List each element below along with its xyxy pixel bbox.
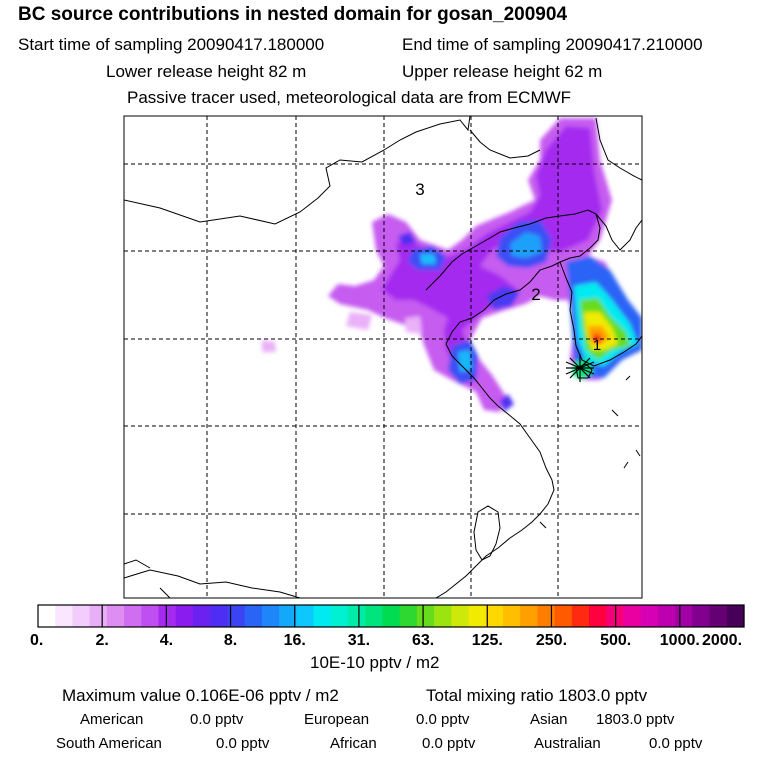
core-f <box>500 394 514 412</box>
colorbar-ticks: 0. 2. 4. 8. 16. 31. 63. 125. 250. 500. 1000. 2000. <box>30 632 742 649</box>
colorbar-segment <box>571 605 590 627</box>
max-value: Maximum value 0.106E-06 pptv / m2 <box>62 686 339 705</box>
colorbar-segment <box>451 605 470 627</box>
colorbar-segment <box>726 605 745 627</box>
colorbar-segment <box>89 605 108 627</box>
colorbar-segment <box>589 605 607 627</box>
colorbar-segment <box>365 605 383 627</box>
colorbar-segment <box>192 605 211 627</box>
plume-inner <box>382 126 602 384</box>
colorbar-segment <box>692 605 711 627</box>
colorbar-segment <box>210 605 229 627</box>
colorbar-segment <box>675 605 693 627</box>
asian-value: 1803.0 pptv <box>596 711 675 728</box>
colorbar-tick-label: 0. <box>30 632 43 649</box>
south-american-value: 0.0 pptv <box>216 735 270 752</box>
european-label: European <box>304 711 370 728</box>
colorbar-tick-label: 250. <box>536 632 567 649</box>
colorbar-segment <box>330 605 349 627</box>
american-label: American <box>80 711 144 728</box>
colorbar-segment <box>520 605 538 627</box>
colorbar-unit: 10E-10 pptv / m2 <box>310 653 440 672</box>
colorbar-segment <box>175 605 194 627</box>
core-d-in <box>458 350 472 372</box>
australian-label: Australian <box>534 735 601 752</box>
colorbar-segment <box>124 605 142 627</box>
colorbar-segment <box>554 605 573 627</box>
american-value: 0.0 pptv <box>190 711 244 728</box>
core-c <box>398 232 416 246</box>
map-label-1: 1 <box>593 337 601 354</box>
colorbar-segment <box>399 605 418 627</box>
upper-release-label: Upper release height 62 m <box>402 62 603 81</box>
african-value: 0.0 pptv <box>422 735 476 752</box>
colorbar-tick-label: 8. <box>224 632 237 649</box>
european-value: 0.0 pptv <box>416 711 470 728</box>
total-mixing-ratio: Total mixing ratio 1803.0 pptv <box>426 686 648 705</box>
colorbar-tick-label: 4. <box>160 632 173 649</box>
colorbar-segment <box>468 605 487 627</box>
colorbar-segment <box>657 605 676 627</box>
colorbar-segment <box>382 605 401 627</box>
colorbar-segment <box>158 605 177 627</box>
map-label-2: 2 <box>531 285 540 304</box>
lower-release-label: Lower release height 82 m <box>106 62 307 81</box>
colorbar-segment <box>72 605 91 627</box>
colorbar-tick-label: 2. <box>96 632 109 649</box>
colorbar-segment <box>55 605 74 627</box>
colorbar-segment <box>640 605 659 627</box>
south-american-label: South American <box>56 735 162 752</box>
colorbar-tick-label: 16. <box>284 632 306 649</box>
australian-value: 0.0 pptv <box>649 735 703 752</box>
colorbar-segment <box>502 605 521 627</box>
chart-title: BC source contributions in nested domain… <box>18 4 568 25</box>
colorbar-tick-label: 31. <box>348 632 370 649</box>
asian-label: Asian <box>530 711 568 728</box>
colorbar-segment <box>296 605 315 627</box>
map-gridlines <box>124 116 642 598</box>
coastlines <box>124 116 642 598</box>
core-b-in <box>420 254 436 264</box>
colorbar-frame <box>37 604 745 628</box>
colorbar-tick-label: 63. <box>412 632 434 649</box>
african-label: African <box>330 735 377 752</box>
colorbar-segment <box>485 605 504 627</box>
colorbar-segment <box>244 605 263 627</box>
colorbar-segment <box>623 605 642 627</box>
start-time-label: Start time of sampling 20090417.180000 <box>18 35 325 54</box>
colorbar-segment <box>313 605 332 627</box>
colorbar-tick-label: 125. <box>472 632 503 649</box>
colorbar-segment <box>434 605 452 627</box>
colorbar <box>38 605 745 627</box>
map-frame <box>123 115 643 599</box>
colorbar-segment <box>141 605 160 627</box>
colorbar-dividers <box>101 605 681 627</box>
colorbar-tick-label: 500. <box>600 632 631 649</box>
colorbar-segment <box>38 605 56 627</box>
colorbar-tick-label: 1000. <box>660 632 700 649</box>
colorbar-segment <box>416 605 435 627</box>
colorbar-segment <box>347 605 366 627</box>
colorbar-segment <box>279 605 297 627</box>
colorbar-segment <box>227 605 246 627</box>
colorbar-segment <box>709 605 728 627</box>
colorbar-segment <box>261 605 280 627</box>
colorbar-segment <box>537 605 556 627</box>
tracer-note: Passive tracer used, meteorological data… <box>127 88 572 107</box>
end-time-label: End time of sampling 20090417.210000 <box>402 35 703 54</box>
colorbar-tick-label: 2000. <box>702 632 742 649</box>
receptor-marker <box>565 354 595 382</box>
colorbar-segment <box>106 605 125 627</box>
map-label-3: 3 <box>415 180 424 199</box>
